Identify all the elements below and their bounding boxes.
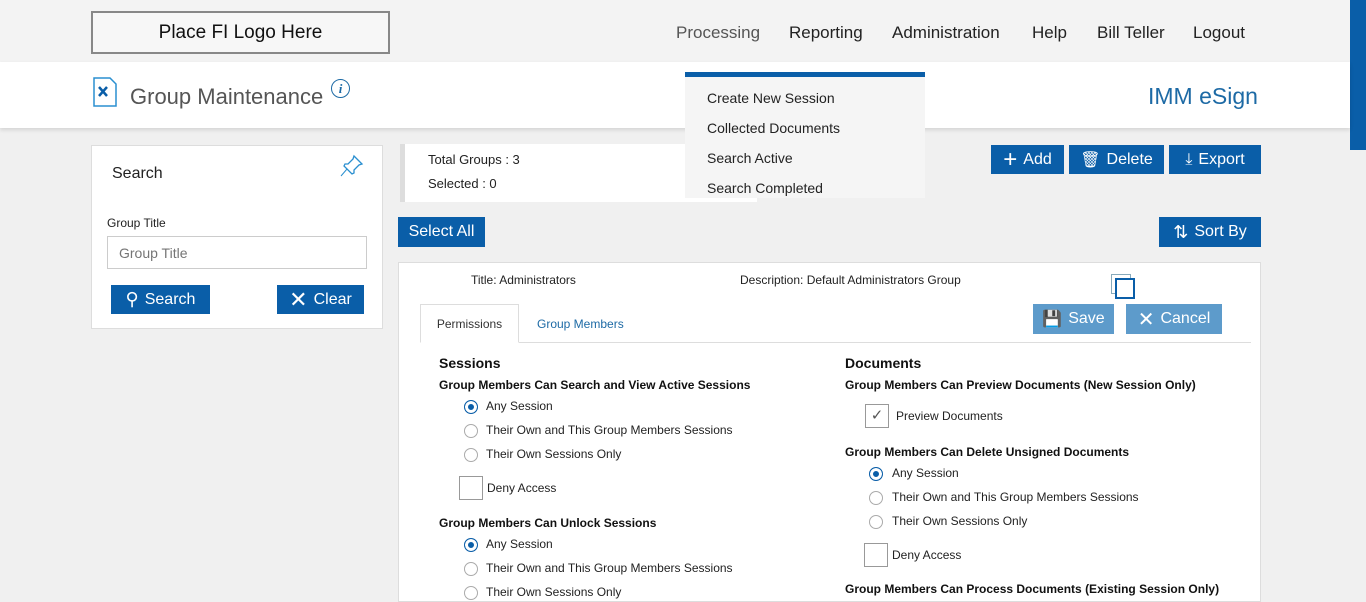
brand-name: IMM eSign	[1148, 83, 1258, 109]
menu-search-completed[interactable]: Search Completed	[707, 180, 823, 196]
radio-own-only[interactable]	[869, 515, 883, 529]
tab-permissions[interactable]: Permissions	[420, 304, 519, 343]
group-card: Title: Administrators Description: Defau…	[398, 262, 1261, 602]
documents-q3: Group Members Can Process Documents (Exi…	[845, 582, 1220, 596]
download-icon: ⤓	[1185, 150, 1193, 168]
search-panel-title: Search	[112, 165, 163, 182]
save-icon: 💾	[1042, 311, 1063, 328]
option-label: Any Session	[486, 537, 553, 551]
close-icon: ✕	[1137, 308, 1155, 331]
clear-button[interactable]: ✕ Clear	[277, 285, 364, 314]
menu-create-new-session[interactable]: Create New Session	[707, 90, 835, 106]
add-button[interactable]: + Add	[991, 145, 1064, 174]
cancel-label: Cancel	[1160, 310, 1211, 327]
sort-by-button[interactable]: ⇅ Sort By	[1159, 217, 1261, 247]
sessions-q2: Group Members Can Unlock Sessions	[439, 516, 657, 530]
sort-icon: ⇅	[1173, 221, 1189, 242]
logo: Place FI Logo Here	[91, 11, 390, 54]
group-title-label: Group Title	[107, 216, 166, 230]
option-label: Any Session	[892, 466, 959, 480]
clear-button-label: Clear	[313, 290, 352, 308]
preview-documents-label: Preview Documents	[896, 409, 1003, 423]
sessions-q1: Group Members Can Search and View Active…	[439, 378, 751, 392]
nav-administration[interactable]: Administration	[892, 23, 1000, 42]
option-label: Their Own and This Group Members Session…	[486, 561, 733, 575]
total-groups: Total Groups : 3	[428, 152, 520, 167]
nav-reporting[interactable]: Reporting	[789, 23, 863, 42]
info-icon[interactable]: i	[331, 79, 350, 98]
option-label: Their Own Sessions Only	[892, 514, 1028, 528]
deny-access-checkbox[interactable]	[459, 476, 483, 500]
radio-any-session[interactable]	[464, 400, 478, 414]
radio-any-session[interactable]	[464, 538, 478, 552]
selected-count: Selected : 0	[428, 176, 497, 191]
page-header	[0, 62, 1350, 128]
preview-documents-checkbox[interactable]: ✓	[865, 404, 889, 428]
save-label: Save	[1068, 310, 1105, 327]
deny-access-label: Deny Access	[487, 481, 557, 495]
tab-group-members[interactable]: Group Members	[537, 317, 624, 331]
option-label: Their Own Sessions Only	[486, 585, 622, 599]
copy-icon[interactable]	[1111, 274, 1135, 299]
option-label: Their Own and This Group Members Session…	[892, 490, 1139, 504]
trash-icon: 🗑	[1080, 151, 1101, 169]
group-title-input[interactable]	[107, 236, 367, 269]
nav-help[interactable]: Help	[1032, 23, 1067, 42]
documents-heading: Documents	[845, 355, 922, 371]
delete-button[interactable]: 🗑 Delete	[1069, 145, 1164, 174]
scrollbar[interactable]	[1350, 0, 1366, 150]
radio-own-and-group[interactable]	[869, 491, 883, 505]
search-button-label: Search	[144, 290, 196, 308]
nav-logout[interactable]: Logout	[1193, 23, 1245, 42]
nav-user[interactable]: Bill Teller	[1097, 23, 1165, 42]
option-label: Any Session	[486, 399, 553, 413]
search-button[interactable]: ⚲ Search	[111, 285, 210, 314]
page-title: Group Maintenance	[130, 84, 324, 109]
sort-by-label: Sort By	[1194, 223, 1247, 240]
documents-q1: Group Members Can Preview Documents (New…	[845, 378, 1196, 392]
radio-own-only[interactable]	[464, 586, 478, 600]
group-description: Description: Default Administrators Grou…	[740, 273, 961, 287]
save-button[interactable]: 💾 Save	[1033, 304, 1114, 334]
radio-any-session[interactable]	[869, 467, 883, 481]
delete-label: Delete	[1106, 150, 1153, 168]
search-panel: Search Group Title ⚲ Search ✕ Clear	[91, 145, 383, 329]
radio-own-and-group[interactable]	[464, 424, 478, 438]
radio-own-only[interactable]	[464, 448, 478, 462]
option-label: Their Own and This Group Members Session…	[486, 423, 733, 437]
plus-icon: +	[1003, 145, 1018, 173]
export-label: Export	[1198, 150, 1245, 168]
export-button[interactable]: ⤓ Export	[1169, 145, 1261, 174]
pin-icon[interactable]	[340, 154, 364, 178]
deny-access-checkbox[interactable]	[864, 543, 888, 567]
sessions-heading: Sessions	[439, 355, 501, 371]
group-title: Title: Administrators	[471, 273, 576, 287]
documents-q2: Group Members Can Delete Unsigned Docume…	[845, 445, 1130, 459]
select-all-button[interactable]: Select All	[398, 217, 485, 247]
processing-dropdown: Create New Session Collected Documents S…	[685, 72, 925, 198]
add-label: Add	[1023, 150, 1052, 168]
deny-access-label: Deny Access	[892, 548, 962, 562]
document-tools-icon	[93, 77, 117, 107]
close-icon: ✕	[289, 286, 308, 312]
option-label: Their Own Sessions Only	[486, 447, 622, 461]
cancel-button[interactable]: ✕ Cancel	[1126, 304, 1222, 334]
search-icon: ⚲	[125, 289, 139, 309]
menu-search-active[interactable]: Search Active	[707, 150, 793, 166]
menu-collected-documents[interactable]: Collected Documents	[707, 120, 841, 136]
radio-own-and-group[interactable]	[464, 562, 478, 576]
nav-processing[interactable]: Processing	[676, 23, 761, 42]
